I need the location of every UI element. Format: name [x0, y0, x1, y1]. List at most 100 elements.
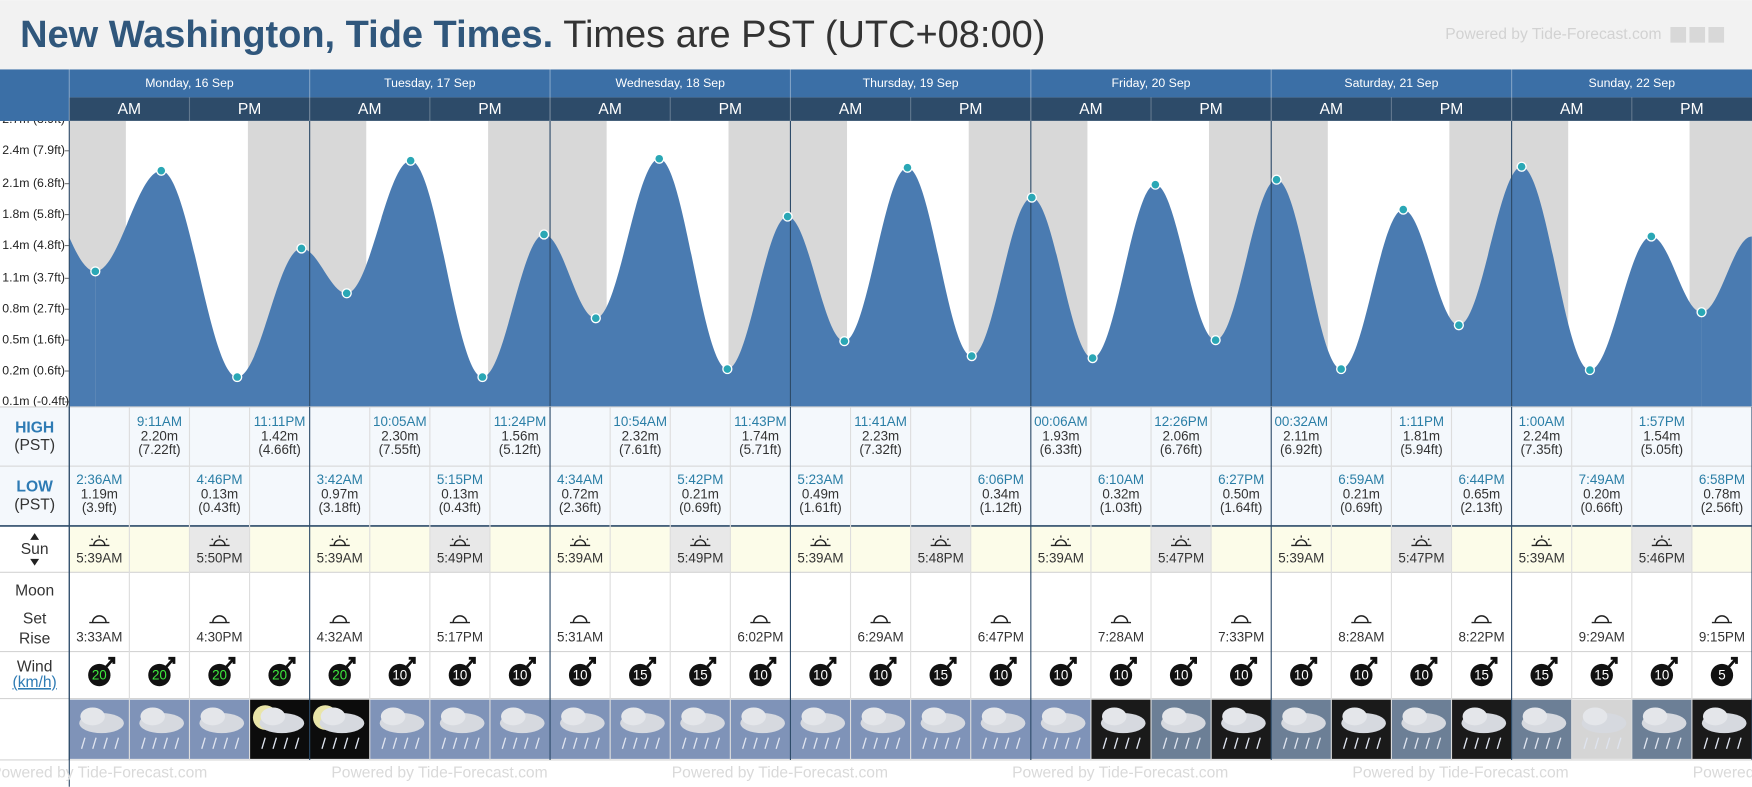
weather-cloud — [681, 707, 706, 726]
tide-feet: (6.92ft) — [1280, 442, 1322, 457]
wind-badge — [508, 663, 532, 687]
wind-badge — [1290, 663, 1313, 687]
powered-by[interactable]: Powered by Tide-Forecast.com — [1445, 26, 1661, 43]
wind-speed: 10 — [1354, 668, 1369, 683]
sunrise-icon — [570, 535, 591, 547]
row-header: (PST) — [14, 496, 55, 513]
tide-height: 2.24m — [1523, 429, 1560, 444]
pm-label: PM — [1680, 101, 1703, 118]
weather-cloud — [1402, 707, 1428, 726]
moon-time: 9:15PM — [1699, 630, 1745, 645]
tide-time: 12:26PM — [1154, 414, 1208, 429]
tide-point — [90, 266, 101, 277]
tide-point — [232, 371, 243, 383]
wind-badge — [929, 663, 952, 687]
wind-speed: 10 — [513, 668, 528, 683]
sunset-icon — [449, 535, 470, 547]
row-header: Wind — [17, 658, 53, 675]
tide-feet: (6.33ft) — [1040, 442, 1082, 457]
weather-cloud — [200, 707, 226, 726]
sunset-time: 5:49PM — [437, 550, 483, 565]
ampm-band — [0, 97, 1752, 121]
high-row — [0, 406, 1752, 467]
moon-time: 7:28AM — [1098, 630, 1144, 645]
sunrise-icon — [1531, 535, 1552, 547]
tide-point — [296, 243, 307, 254]
sun-cell — [489, 526, 551, 573]
tide-height: 0.21m — [1343, 487, 1380, 502]
tide-height: 2.32m — [622, 429, 659, 444]
tide-height: 0.50m — [1223, 487, 1260, 502]
day-header-band — [0, 69, 1752, 98]
pm-label: PM — [1440, 101, 1463, 118]
sunrise-icon — [810, 535, 831, 547]
weather-cloud — [260, 707, 286, 726]
wind-speed: 10 — [993, 668, 1008, 683]
sun-cell — [1691, 526, 1752, 573]
wind-speed: 10 — [1053, 668, 1068, 683]
tide-feet: (1.61ft) — [799, 500, 841, 515]
moon-time: 4:30PM — [196, 630, 242, 645]
y-tick-label: 0.8m (2.7ft) — [2, 301, 65, 315]
tide-time: 5:23AM — [797, 472, 843, 487]
wind-badge — [869, 663, 892, 687]
wind-badge — [88, 663, 111, 687]
weather-rain — [1342, 737, 1382, 750]
tide-feet: (6.76ft) — [1160, 442, 1202, 457]
tide-height: 2.20m — [141, 429, 178, 444]
tide-feet: (3.9ft) — [82, 500, 117, 515]
tide-height: 1.81m — [1403, 429, 1440, 444]
tide-feet: (0.66ft) — [1581, 500, 1623, 515]
weather-cloud — [380, 707, 406, 726]
y-tick-label: 0.1m (-0.4ft) — [2, 394, 69, 408]
tide-feet: (0.43ft) — [198, 500, 240, 515]
moon-set-icon — [1591, 615, 1612, 624]
sun-cell — [1271, 526, 1332, 573]
wind-speed: 10 — [753, 668, 768, 683]
wind-badge — [1229, 663, 1253, 687]
sunrise-time: 5:39AM — [317, 550, 363, 565]
sun-cell — [730, 526, 791, 573]
weather-cloud — [1282, 707, 1307, 726]
sunrise-time: 5:39AM — [76, 550, 122, 565]
y-tick-label: 0.2m (0.6ft) — [2, 363, 65, 377]
tide-time: 11:41AM — [854, 414, 907, 429]
tide-height: 0.20m — [1583, 487, 1620, 502]
wind-speed: 10 — [1234, 668, 1249, 683]
weather-cloud — [621, 707, 646, 726]
tide-point — [1646, 231, 1657, 242]
tide-point — [839, 335, 850, 347]
tide-point — [1398, 204, 1409, 215]
day-name: Monday, 16 Sep — [145, 76, 234, 90]
sunrise-icon — [329, 535, 350, 547]
wind-speed: 20 — [92, 668, 107, 683]
weather-rain — [1282, 737, 1322, 750]
weather-rain — [1583, 737, 1622, 750]
weather-rain — [321, 737, 360, 750]
weather-rain — [1403, 737, 1442, 750]
sun-cell — [1631, 526, 1692, 573]
day-name: Saturday, 21 Sep — [1344, 76, 1438, 90]
tide-feet: (0.43ft) — [439, 500, 481, 515]
y-tick-label: 1.4m (4.8ft) — [2, 238, 65, 252]
am-label: AM — [118, 101, 141, 118]
moon-time: 3:33AM — [76, 630, 122, 645]
tide-height: 0.97m — [321, 487, 358, 502]
moon-rise-icon — [449, 615, 470, 624]
sunset-time: 5:50PM — [196, 550, 242, 565]
tide-time: 11:11PM — [254, 414, 306, 429]
wind-badge — [1590, 663, 1613, 687]
tide-height: 0.13m — [441, 487, 478, 502]
row-header: Rise — [19, 630, 50, 647]
footer-watermark: Powered by Tide-Forecast.com — [672, 765, 888, 782]
wind-unit-link[interactable]: (km/h) — [12, 674, 56, 691]
tide-time: 10:54AM — [613, 414, 667, 429]
sun-cell — [1391, 526, 1452, 573]
sunset-time: 5:47PM — [1398, 550, 1444, 565]
wind-speed: 15 — [1594, 668, 1609, 683]
wind-speed: 10 — [573, 668, 588, 683]
wind-speed: 10 — [1414, 668, 1429, 683]
tide-feet: (1.12ft) — [980, 500, 1022, 515]
tide-height: 1.74m — [742, 429, 779, 444]
